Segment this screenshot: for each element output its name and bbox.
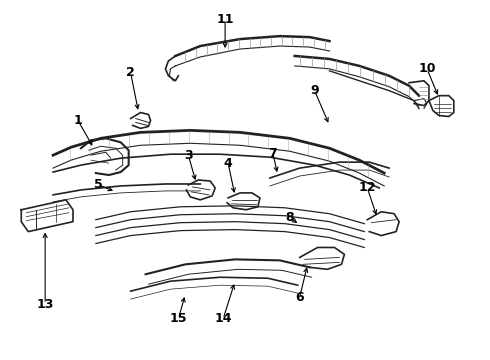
Text: 10: 10 [418,62,436,75]
Text: 5: 5 [95,179,103,192]
Text: 1: 1 [74,114,82,127]
Text: 14: 14 [214,312,232,325]
Text: 15: 15 [170,312,187,325]
Text: 7: 7 [269,147,277,160]
Text: 13: 13 [36,297,54,311]
Text: 4: 4 [224,157,232,170]
Text: 6: 6 [295,291,304,303]
Text: 12: 12 [359,181,376,194]
Text: 9: 9 [310,84,319,97]
Text: 8: 8 [286,211,294,224]
Text: 3: 3 [184,149,193,162]
Text: 11: 11 [217,13,234,26]
Text: 2: 2 [126,66,135,79]
